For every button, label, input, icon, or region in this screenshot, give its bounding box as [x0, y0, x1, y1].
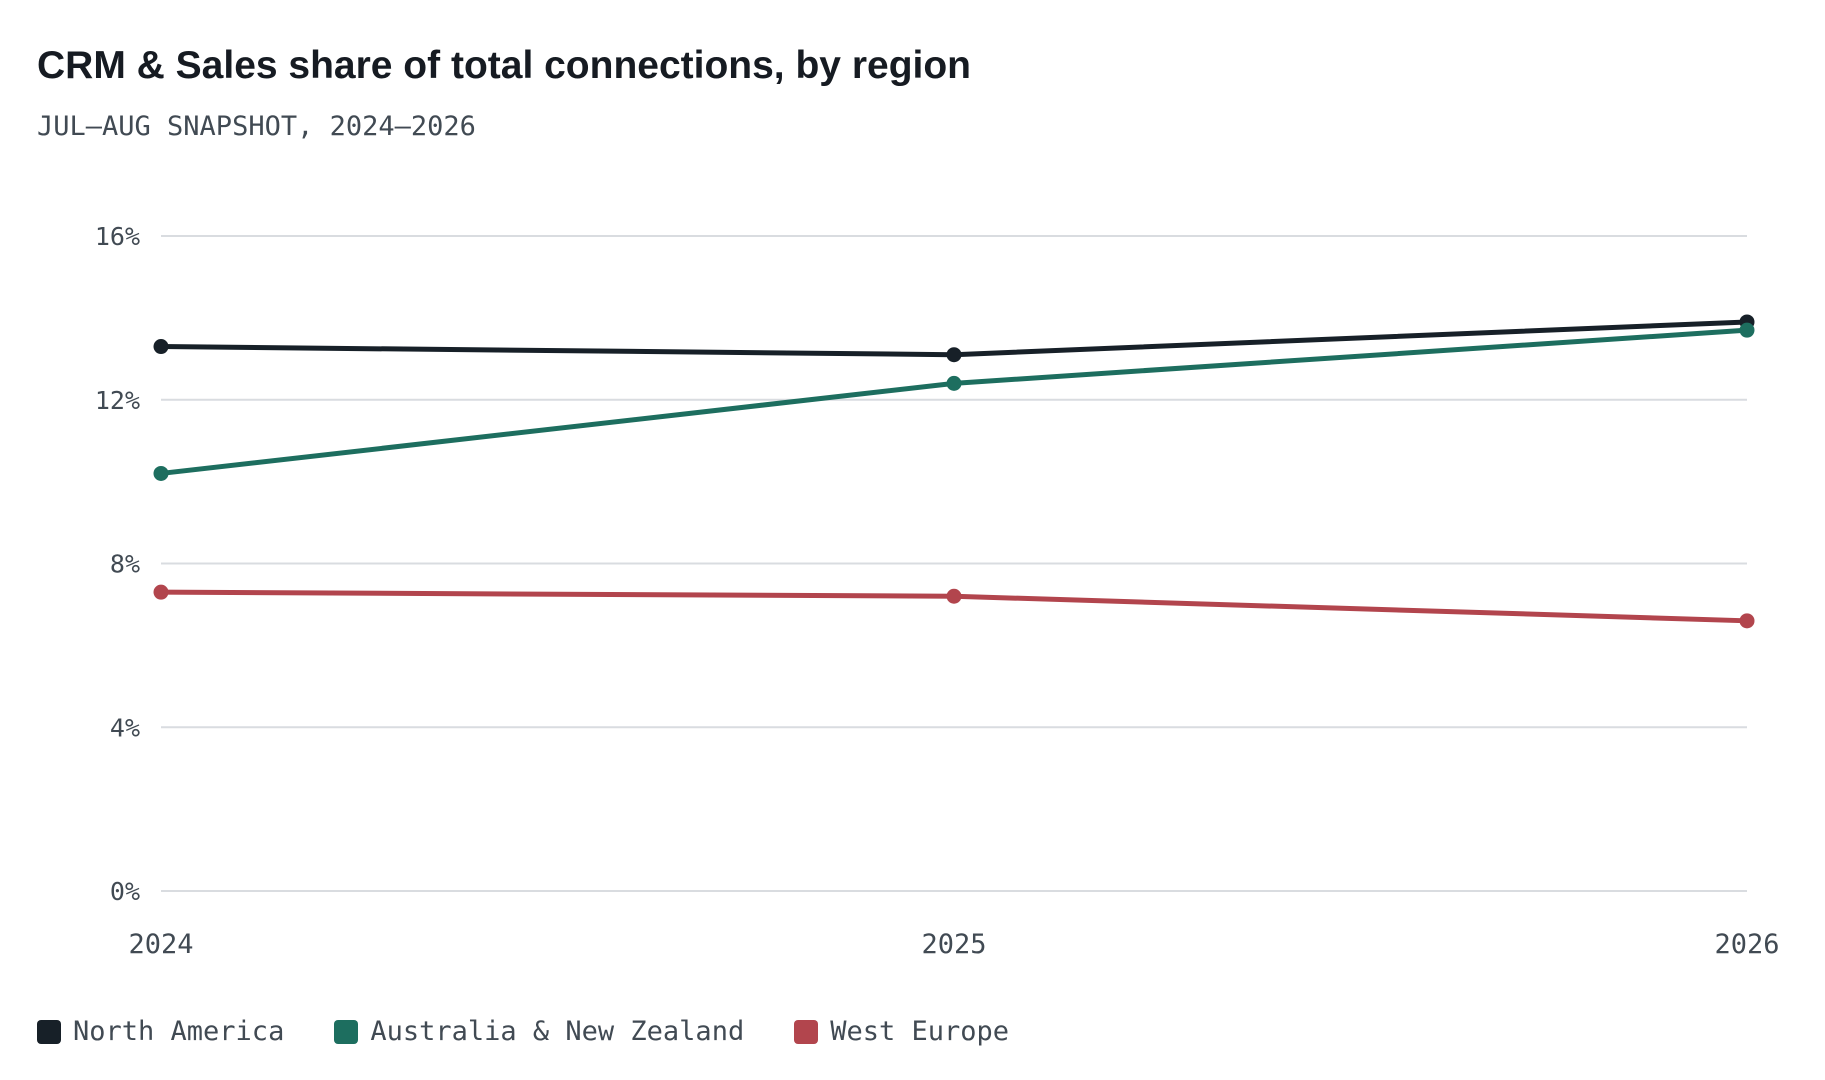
y-axis-ticks: 0% 4% 8% 12% 16% [95, 222, 140, 906]
data-point [946, 347, 962, 363]
legend-item: West Europe [794, 1016, 1009, 1047]
line-chart: 0% 4% 8% 12% 16% 2024 2025 2026 [95, 222, 1780, 960]
legend-label: North America [73, 1016, 285, 1047]
legend-item: North America [37, 1016, 284, 1047]
x-tick-label: 2025 [921, 929, 986, 960]
series-points [153, 314, 1755, 629]
x-tick-label: 2024 [128, 929, 193, 960]
x-axis-ticks: 2024 2025 2026 [128, 929, 1779, 960]
legend-swatch [794, 1019, 819, 1044]
data-point [946, 375, 962, 391]
data-point [946, 588, 962, 604]
legend-swatch [37, 1019, 61, 1044]
legend-item: Australia & New Zealand [334, 1016, 744, 1047]
chart-subtitle: JUL—AUG SNAPSHOT, 2024—2026 [37, 111, 476, 142]
data-point [1739, 613, 1755, 629]
y-tick-label: 16% [95, 222, 140, 251]
series-lines [158, 319, 1750, 624]
data-point [153, 584, 169, 600]
legend-label: West Europe [830, 1016, 1010, 1047]
legend-swatch [334, 1019, 359, 1044]
y-tick-label: 4% [110, 713, 140, 742]
data-point [153, 339, 169, 355]
y-tick-label: 8% [110, 550, 140, 579]
gridlines [161, 235, 1747, 892]
x-tick-label: 2026 [1714, 929, 1779, 960]
data-point [153, 465, 169, 481]
legend: North America Australia & New Zealand West… [37, 1016, 1009, 1047]
legend-label: Australia & New Zealand [370, 1016, 745, 1047]
y-tick-label: 0% [110, 877, 140, 906]
chart-title: CRM & Sales share of total connections, … [37, 44, 972, 87]
data-point [1739, 322, 1755, 338]
y-tick-label: 12% [95, 386, 140, 415]
